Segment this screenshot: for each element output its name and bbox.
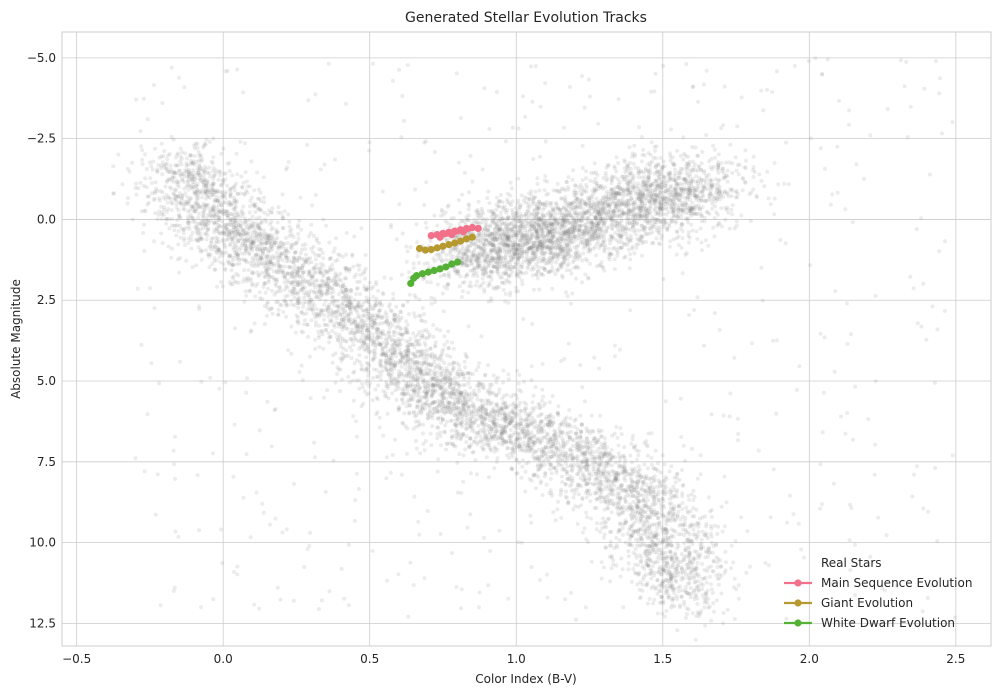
x-tick-label: 1.5 — [653, 652, 672, 666]
series-point — [468, 223, 476, 232]
y-tick-label: 0.0 — [37, 212, 56, 226]
series-point — [439, 242, 447, 250]
y-tick-label: 10.0 — [29, 536, 56, 550]
legend-marker — [794, 579, 802, 587]
y-tick-label: −2.5 — [27, 132, 56, 146]
series-point — [468, 233, 476, 241]
legend-marker — [794, 599, 802, 607]
evolution-tracks — [407, 223, 482, 288]
series-point — [424, 268, 432, 276]
y-tick-label: 7.5 — [37, 455, 56, 469]
y-tick-label: 5.0 — [37, 374, 56, 388]
x-tick-label: 1.0 — [507, 652, 526, 666]
series-point — [448, 260, 456, 268]
series-main-sequence-evolution — [427, 223, 482, 241]
series-point — [459, 228, 468, 236]
series-point — [415, 244, 424, 253]
series-point — [445, 241, 453, 249]
y-axis-ticks: −5.0 −2.5 0.0 2.5 5.0 7.5 10.0 12.5 — [27, 51, 56, 631]
series-point — [462, 235, 471, 243]
series-point — [421, 246, 429, 254]
series-white-dwarf-evolution — [407, 258, 462, 288]
x-tick-label: −0.5 — [62, 652, 91, 666]
y-tick-label: 12.5 — [29, 616, 56, 630]
x-axis-ticks: −0.5 0.0 0.5 1.0 1.5 2.0 2.5 — [62, 652, 965, 666]
real-stars-points — [111, 56, 957, 642]
y-tick-label: −5.0 — [27, 51, 56, 65]
x-tick-label: 2.5 — [946, 652, 965, 666]
series-point — [427, 245, 435, 254]
series-point — [436, 265, 444, 273]
legend-label: Real Stars — [821, 556, 882, 570]
series-point — [456, 237, 465, 245]
real-stars-scatter — [111, 56, 957, 642]
x-tick-label: 2.0 — [800, 652, 819, 666]
series-point — [427, 231, 435, 240]
series-point — [433, 244, 441, 252]
series-point — [451, 239, 459, 247]
series-point — [418, 270, 427, 278]
legend: Real Stars Main Sequence Evolution Giant E… — [784, 556, 972, 630]
y-tick-label: 2.5 — [37, 293, 56, 307]
x-axis-label: Color Index (B-V) — [475, 672, 576, 686]
legend-marker — [794, 619, 802, 627]
series-point — [448, 231, 456, 239]
series-point — [474, 224, 482, 233]
series-point — [442, 263, 450, 271]
series-giant-evolution — [415, 233, 476, 254]
chart-title: Generated Stellar Evolution Tracks — [405, 10, 647, 26]
series-point — [413, 272, 421, 280]
series-point — [430, 266, 438, 275]
grid-lines — [62, 32, 991, 646]
series-point — [436, 233, 444, 241]
legend-label: Giant Evolution — [821, 596, 913, 610]
plot-frame — [61, 31, 992, 647]
x-tick-label: 0.5 — [360, 652, 379, 666]
y-axis-label: Absolute Magnitude — [9, 279, 23, 399]
x-tick-label: 0.0 — [214, 652, 233, 666]
legend-label: White Dwarf Evolution — [821, 616, 955, 630]
series-point — [454, 258, 462, 266]
legend-label: Main Sequence Evolution — [821, 576, 972, 590]
